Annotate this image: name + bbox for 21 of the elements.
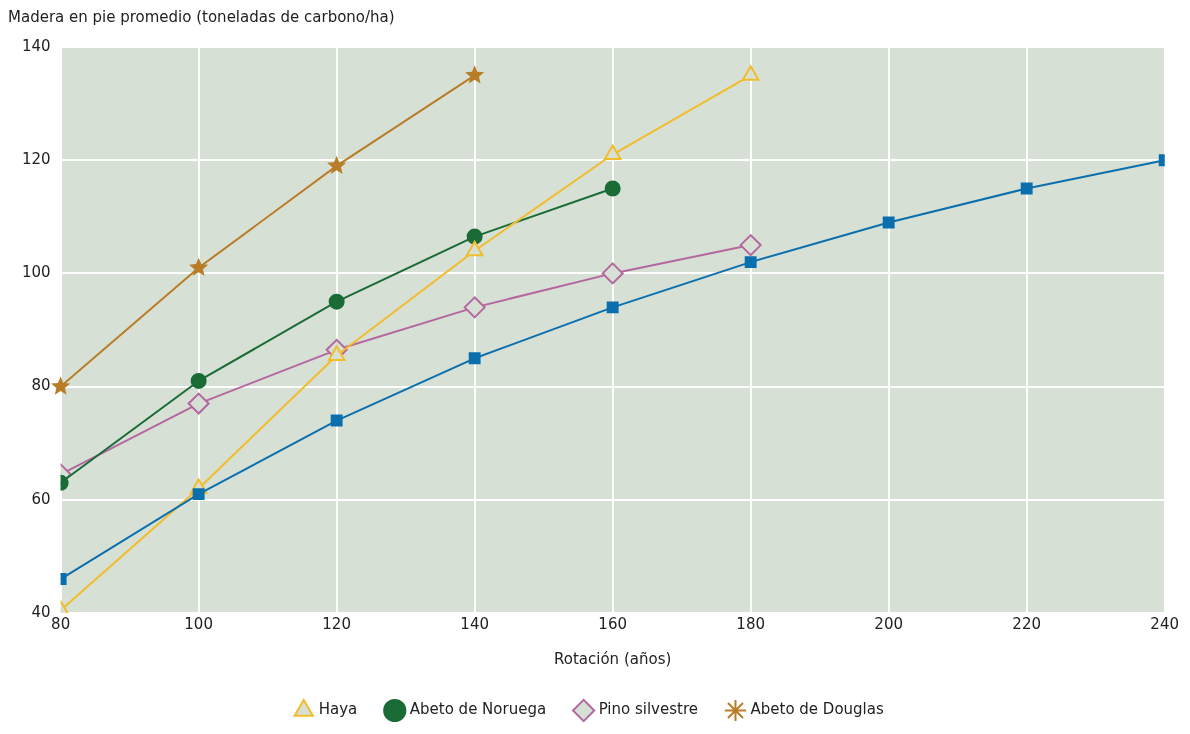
- y-tick-label: 80: [31, 376, 51, 395]
- y-axis-title: Madera en pie promedio (toneladas de carbono/ha): [8, 8, 396, 26]
- y-tick-label: 100: [21, 263, 51, 282]
- legend-label: Abeto de Noruega: [409, 700, 547, 719]
- y-tick-label: 40: [31, 602, 51, 621]
- legend-label: Pino silvestre: [598, 700, 698, 719]
- x-tick-label: 220: [1012, 614, 1041, 633]
- x-tick-label: 120: [322, 614, 351, 633]
- y-tick-label: 60: [31, 489, 51, 508]
- x-tick-label: 180: [736, 614, 765, 633]
- x-axis-title: Rotación (años): [554, 649, 672, 668]
- x-tick-label: 100: [184, 614, 213, 633]
- x-tick-label: 160: [598, 614, 627, 633]
- x-tick-label: 200: [874, 614, 903, 633]
- legend-label: Haya: [318, 700, 358, 719]
- legend-label: Abeto de Douglas: [750, 700, 884, 719]
- x-tick-label: 240: [1150, 614, 1180, 633]
- x-tick-label: 140: [460, 614, 489, 633]
- y-tick-label: 120: [21, 150, 51, 169]
- x-tick-label: 80: [51, 614, 71, 633]
- y-tick-label: 140: [21, 36, 51, 55]
